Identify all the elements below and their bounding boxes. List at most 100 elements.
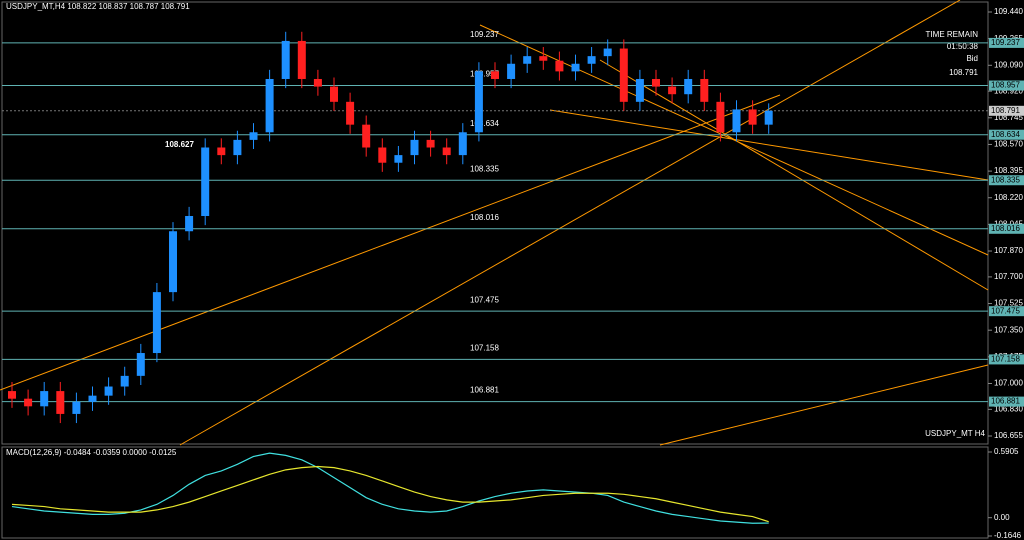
candle-body: [346, 101, 355, 125]
candle-body: [136, 353, 145, 376]
y-tick-label: 108.745: [994, 113, 1023, 122]
candle-body: [201, 147, 210, 217]
candle-body: [88, 395, 97, 402]
timer-time: 01:50:38: [947, 42, 979, 51]
candle-body: [668, 86, 677, 95]
candle-body: [8, 391, 16, 399]
candle-body: [249, 132, 258, 140]
candle-body: [40, 391, 49, 407]
level-price-text: 106.881: [991, 397, 1020, 406]
y-tick-label: 106.655: [994, 431, 1023, 440]
level-price-box: [989, 306, 1024, 317]
y-tick-label: 107.525: [994, 299, 1023, 308]
candle-body: [233, 139, 242, 156]
candle-body: [539, 56, 548, 61]
trendline: [659, 364, 989, 446]
candle-body: [764, 110, 773, 125]
candle-body: [635, 78, 644, 102]
level-price-box: [989, 175, 1024, 186]
chart-title: USDJPY_MT,H4 108.822 108.837 108.787 108…: [6, 2, 190, 11]
candle-body: [603, 48, 612, 57]
macd-tick-label: 0.5905: [994, 447, 1019, 456]
y-tick-label: 109.440: [994, 7, 1023, 16]
candle-body: [507, 63, 516, 79]
bid-label: Bid: [966, 54, 978, 63]
candle-body: [748, 109, 757, 125]
candle-body: [120, 375, 129, 387]
bid-value: 108.791: [949, 68, 978, 77]
candle-body: [330, 86, 338, 102]
candle-body: [217, 147, 226, 156]
y-tick-label: 107.700: [994, 272, 1023, 281]
candle-body: [571, 63, 580, 72]
level-label: 108.016: [470, 213, 499, 222]
candle-body: [458, 132, 467, 156]
level-label: 107.158: [470, 344, 499, 353]
level-label: 108.634: [470, 119, 499, 128]
candle-body: [362, 124, 371, 148]
y-tick-label: 106.830: [994, 404, 1023, 413]
trendline: [549, 109, 989, 181]
candle-body: [555, 60, 564, 72]
level-label: 107.475: [470, 295, 499, 304]
candle-body: [426, 139, 435, 148]
candle-body: [265, 78, 274, 133]
y-tick-label: 109.090: [994, 60, 1023, 69]
y-tick-label: 108.395: [994, 166, 1023, 175]
level-price-box: [989, 80, 1024, 91]
y-tick-label: 107.000: [994, 379, 1023, 388]
level-label: 109.237: [470, 30, 499, 39]
level-price-text: 107.158: [991, 355, 1020, 364]
candle-body: [297, 40, 306, 79]
candle-body: [491, 71, 499, 79]
level-price-text: 107.475: [991, 306, 1020, 315]
level-price-text: 108.957: [991, 81, 1020, 90]
level-price-box: [989, 37, 1024, 48]
trendlines: [0, 0, 989, 446]
candle-body: [104, 386, 113, 396]
y-tick-label: 108.570: [994, 140, 1023, 149]
level-price-box: [989, 223, 1024, 234]
level-price-text: 108.016: [991, 224, 1020, 233]
candle-body: [587, 56, 596, 64]
level-price-text: 109.237: [991, 38, 1020, 47]
candle-body: [72, 401, 81, 414]
macd-frame: [1, 446, 989, 539]
candle-body: [185, 216, 194, 232]
macd-signal-line: [11, 465, 769, 523]
candle-body: [716, 101, 725, 133]
level-label: 106.881: [470, 386, 499, 395]
candle-body: [442, 147, 451, 156]
candle-body: [410, 139, 419, 156]
candle-body: [378, 147, 387, 163]
peak-label: 108.627: [165, 140, 194, 149]
trendline: [0, 94, 781, 391]
candle-body: [56, 391, 65, 414]
candle-body: [523, 56, 532, 64]
trendline: [599, 59, 989, 291]
candle-body: [281, 40, 290, 79]
trendline: [179, 0, 961, 446]
level-price-box: [989, 396, 1024, 407]
level-price-box: [989, 354, 1024, 365]
candle-body: [169, 231, 177, 293]
level-price-text: 108.335: [991, 175, 1020, 184]
candle-body: [732, 109, 741, 133]
level-price-box: [989, 129, 1024, 140]
candle-body: [652, 78, 660, 87]
candle-body: [474, 71, 483, 133]
symbol-label: USDJPY_MT H4: [925, 429, 985, 438]
bid-price-box: [989, 105, 1024, 116]
macd-title: MACD(12,26,9) -0.0484 -0.0359 0.0000 -0.…: [6, 448, 177, 457]
macd-tick-label: -0.1646: [994, 531, 1022, 540]
y-tick-label: 108.920: [994, 86, 1023, 95]
macd-main-line: [11, 452, 769, 524]
candle-body: [313, 78, 322, 87]
y-tick-label: 108.220: [994, 193, 1023, 202]
bid-price-text: 108.791: [991, 106, 1020, 115]
level-label: 108.957: [470, 70, 499, 79]
main-frame: [1, 1, 989, 445]
macd-tick-label: 0.00: [994, 513, 1010, 522]
